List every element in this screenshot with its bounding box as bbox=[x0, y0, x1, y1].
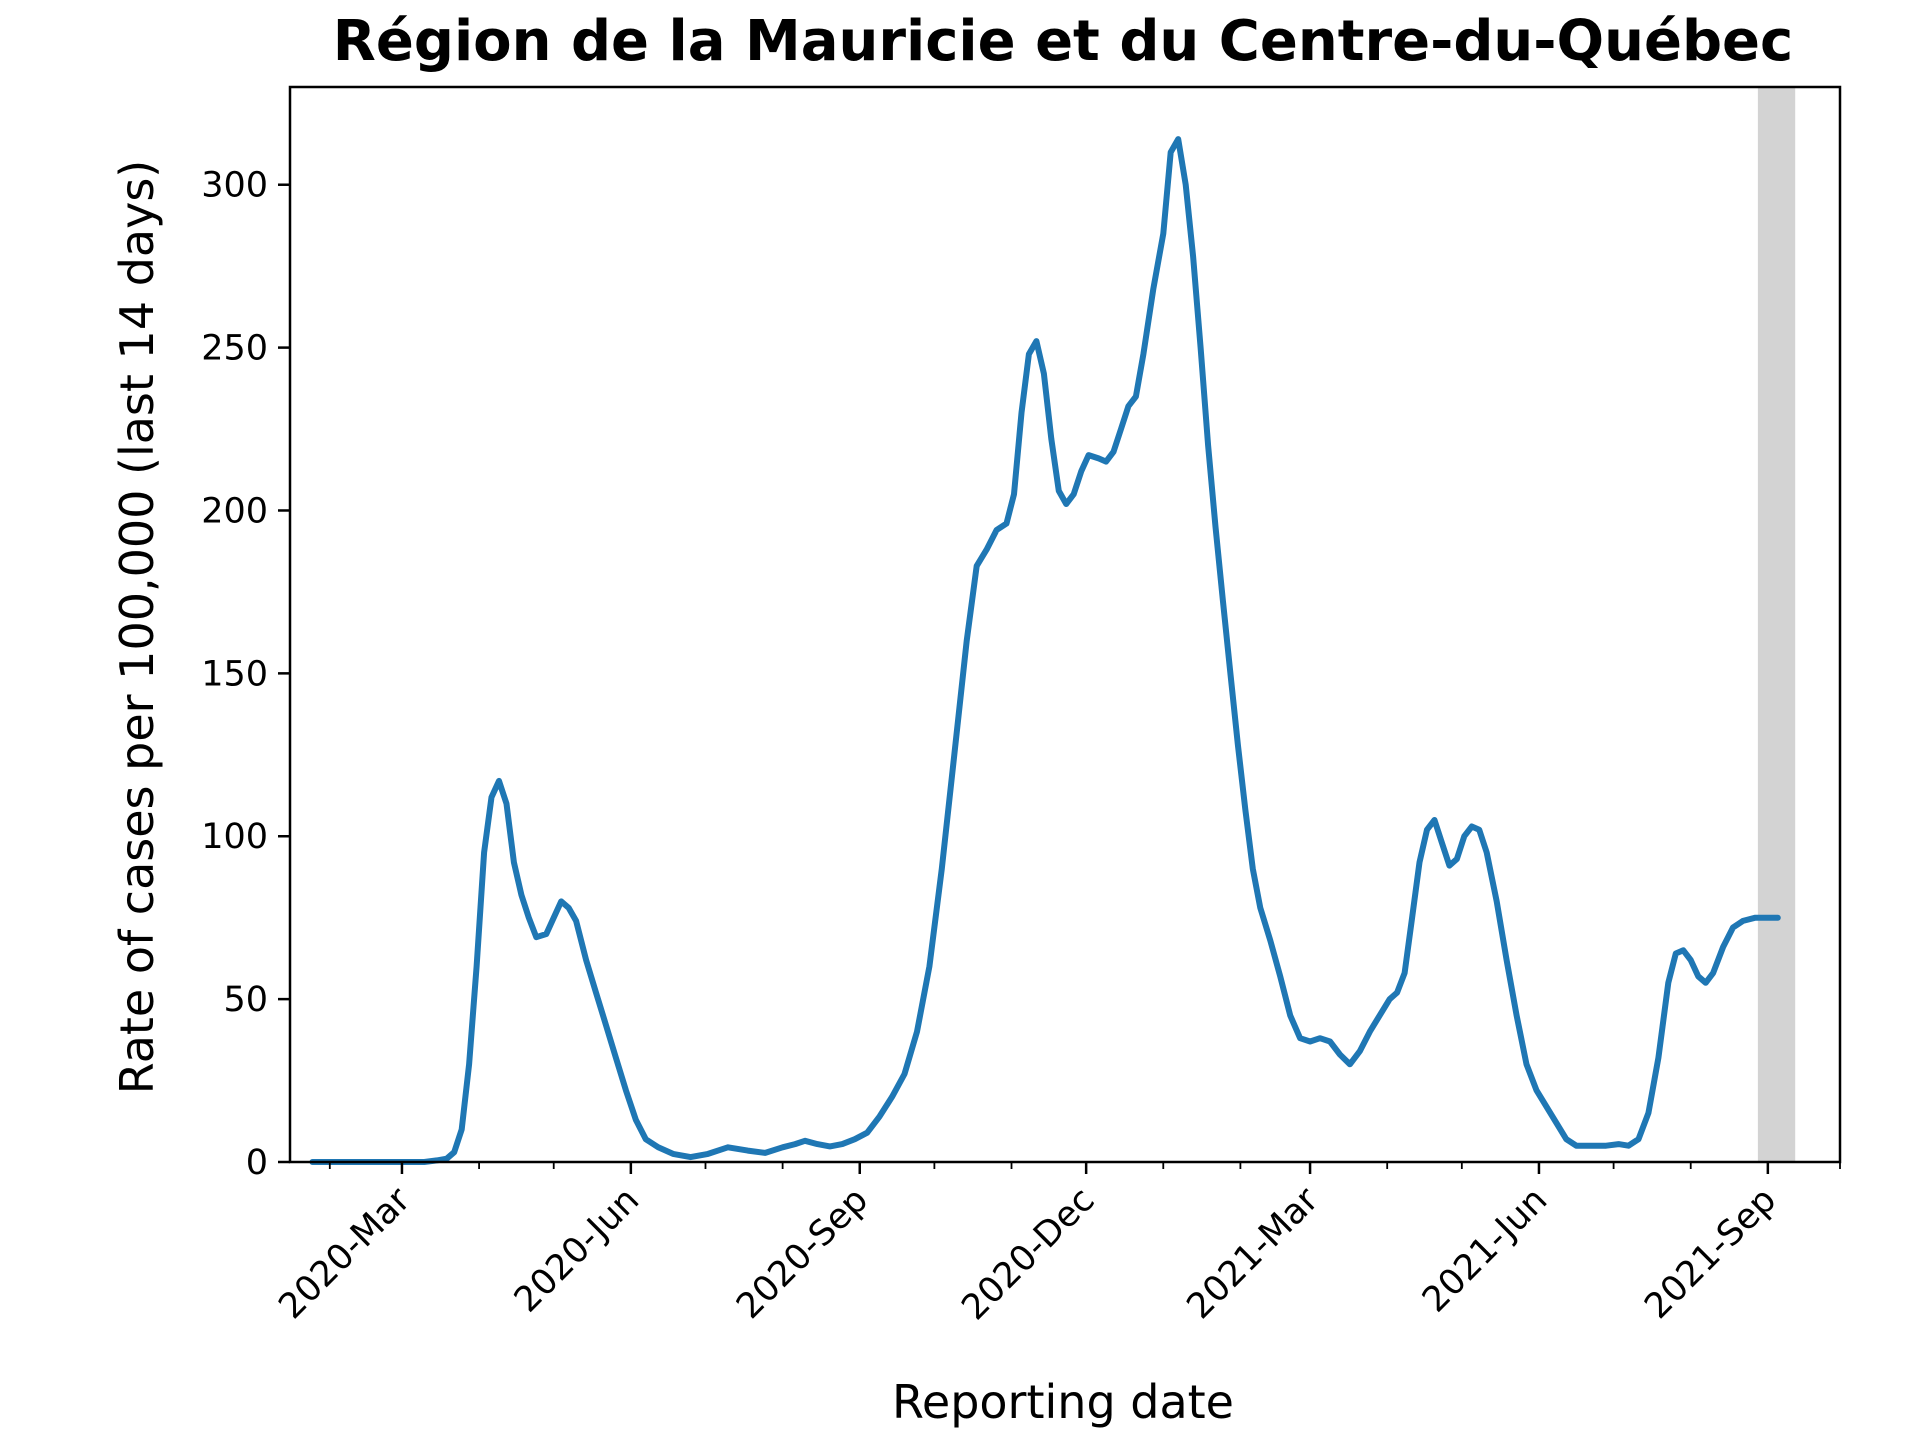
x-axis-label: Reporting date bbox=[892, 1375, 1234, 1429]
y-tick-label: 200 bbox=[201, 491, 268, 531]
plot-frame bbox=[288, 85, 1842, 1164]
series-line-0 bbox=[309, 136, 1781, 1165]
shaded-region bbox=[1757, 87, 1796, 1162]
y-axis-label: Rate of cases per 100,000 (last 14 days) bbox=[110, 160, 164, 1095]
x-tick-label: 2020-Dec bbox=[954, 1180, 1102, 1328]
x-tick-label: 2021-Jun bbox=[1415, 1180, 1555, 1320]
y-tick-label: 50 bbox=[223, 980, 268, 1020]
x-tick-label: 2020-Jun bbox=[507, 1180, 647, 1320]
y-tick-label: 150 bbox=[201, 654, 268, 694]
x-tick-label: 2021-Sep bbox=[1637, 1180, 1784, 1327]
x-tick-label: 2020-Mar bbox=[271, 1180, 418, 1327]
y-tick-label: 100 bbox=[201, 817, 268, 857]
y-tick-label: 250 bbox=[201, 329, 268, 369]
x-tick-label: 2021-Mar bbox=[1180, 1180, 1327, 1327]
y-tick-label: 300 bbox=[201, 166, 268, 206]
y-tick-label: 0 bbox=[246, 1143, 268, 1183]
x-tick-label: 2020-Sep bbox=[729, 1180, 876, 1327]
chart-title: Région de la Mauricie et du Centre-du-Qu… bbox=[333, 9, 1793, 74]
